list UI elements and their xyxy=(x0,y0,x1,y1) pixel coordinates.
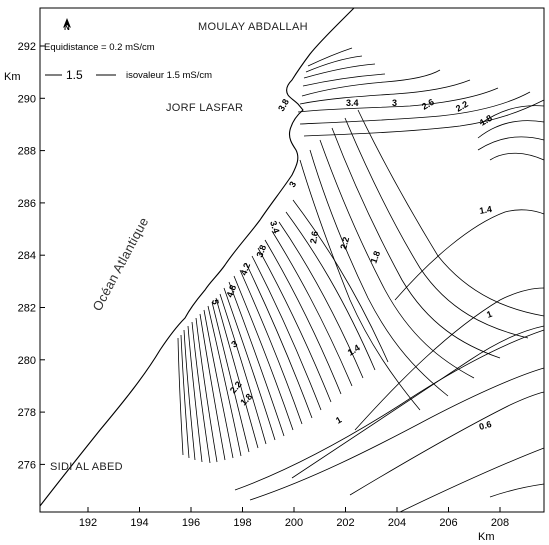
x-tick-label: 198 xyxy=(233,517,251,529)
contour-label: 3.8 xyxy=(254,244,268,259)
legend-sample-text: isovaleur 1.5 mS/cm xyxy=(126,70,212,81)
x-axis-ticks: 192 194 196 198 200 202 204 206 208 xyxy=(79,507,509,529)
legend-equidistance: Equidistance = 0.2 mS/cm xyxy=(44,42,155,53)
contour-group-mid xyxy=(299,109,545,411)
contour-label: 2.6 xyxy=(308,230,320,244)
contour-label: 2.6 xyxy=(420,97,436,112)
contour-label: 3.8 xyxy=(276,97,291,113)
y-tick-label: 292 xyxy=(18,41,36,53)
y-tick-label: 284 xyxy=(18,250,36,262)
contour-label: 3 xyxy=(287,180,298,189)
contour-group-east xyxy=(291,105,545,513)
x-tick-label: 208 xyxy=(491,517,509,529)
map-frame xyxy=(39,7,545,513)
y-tick-label: 282 xyxy=(18,303,36,315)
contour-label: 1.8 xyxy=(368,250,382,265)
svg-text:N: N xyxy=(64,23,70,32)
y-axis-ticks: 292 290 288 286 284 282 280 278 276 xyxy=(18,41,45,471)
x-tick-label: 196 xyxy=(182,517,200,529)
legend-sample-value: 1.5 xyxy=(66,68,83,82)
x-tick-label: 204 xyxy=(388,517,406,529)
contour-label: 3 xyxy=(392,98,397,108)
legend: Equidistance = 0.2 mS/cm 1.5 isovaleur 1… xyxy=(44,42,212,82)
contour-group-southeast xyxy=(234,329,545,501)
contour-label: 1 xyxy=(485,309,493,320)
inner-contour-group-south xyxy=(177,199,389,464)
y-tick-label: 286 xyxy=(18,198,36,210)
place-label-sidi-al-abed: SIDI AL ABED xyxy=(50,461,123,473)
contour-label: 2.2 xyxy=(338,236,351,251)
contour-label: 1.8 xyxy=(478,113,494,128)
y-tick-label: 288 xyxy=(18,146,36,158)
x-tick-label: 194 xyxy=(130,517,148,529)
contour-label: 3.4 xyxy=(268,220,281,235)
y-tick-label: 278 xyxy=(18,407,36,419)
y-axis-unit: Km xyxy=(4,71,21,83)
x-tick-label: 192 xyxy=(79,517,97,529)
x-axis-unit: Km xyxy=(478,531,495,543)
x-tick-label: 206 xyxy=(439,517,457,529)
x-tick-label: 200 xyxy=(285,517,303,529)
north-arrow-icon: N xyxy=(63,18,71,32)
contour-label: 4.2 xyxy=(238,262,252,277)
x-tick-label: 202 xyxy=(336,517,354,529)
y-tick-label: 276 xyxy=(18,459,36,471)
contour-label: 3 xyxy=(229,339,239,350)
contour-label: 1 xyxy=(334,415,343,426)
contour-label: 1.8 xyxy=(238,391,254,407)
contour-label: 4.8 xyxy=(224,284,238,299)
contour-label: 1.4 xyxy=(479,204,493,216)
coastline xyxy=(39,7,355,507)
contour-label: 3.4 xyxy=(346,98,359,108)
contour-label: 0.6 xyxy=(478,419,493,432)
contour-label: 2.2 xyxy=(454,99,470,114)
place-label-jorf-lasfar: JORF LASFAR xyxy=(166,102,243,114)
y-tick-label: 290 xyxy=(18,93,36,105)
contour-labels: 3.4 3 2.6 2.2 1.8 3.8 3 3.4 2.6 2.2 1.8 … xyxy=(210,97,494,432)
contour-group-north xyxy=(297,47,545,137)
place-label-moulay-abdallah: MOULAY ABDALLAH xyxy=(198,21,308,33)
y-tick-label: 280 xyxy=(18,355,36,367)
contour-label: 5 xyxy=(210,299,221,306)
ocean-label: Océan Atlantique xyxy=(89,215,151,314)
contour-label: 2.2 xyxy=(228,379,244,395)
